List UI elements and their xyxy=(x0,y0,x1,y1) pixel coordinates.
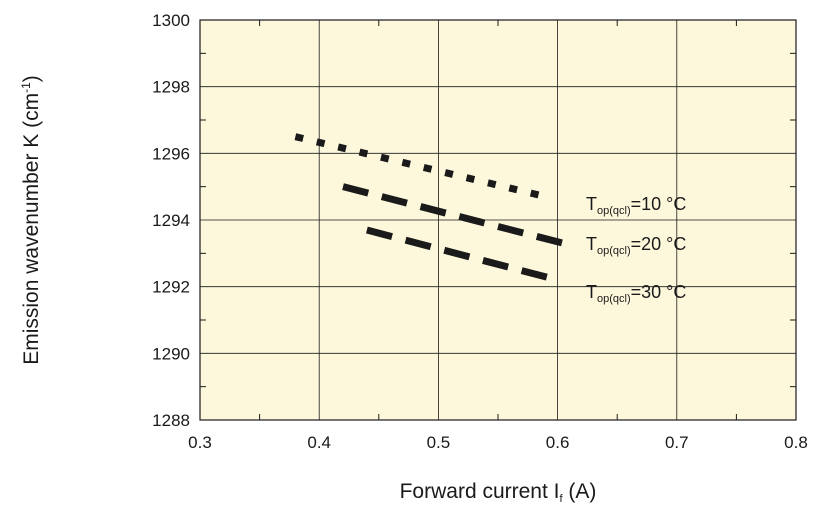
x-tick-label: 0.5 xyxy=(427,433,451,452)
x-tick-label: 0.7 xyxy=(665,433,689,452)
minor-ticks xyxy=(200,20,796,420)
y-axis-title: Emission wavenumber K (cm-1) xyxy=(19,75,43,365)
series-label: Top(qcl)=30 °C xyxy=(586,282,686,305)
x-tick-labels: 0.3 0.4 0.5 0.6 0.7 0.8 xyxy=(188,433,808,452)
x-tick-label: 0.4 xyxy=(307,433,331,452)
grid-lines xyxy=(200,20,796,420)
y-tick-label: 1288 xyxy=(152,411,190,430)
series-label: Top(qcl)=10 °C xyxy=(586,194,686,217)
x-tick-label: 0.8 xyxy=(784,433,808,452)
y-tick-label: 1294 xyxy=(152,211,190,230)
y-tick-label: 1292 xyxy=(152,278,190,297)
y-tick-labels: 1288 1290 1292 1294 1296 1298 1300 xyxy=(152,11,190,430)
series-labels: Top(qcl)=10 °C Top(qcl)=20 °C Top(qcl)=30 … xyxy=(586,194,686,305)
series-label: Top(qcl)=20 °C xyxy=(586,234,686,257)
y-tick-label: 1300 xyxy=(152,11,190,30)
y-tick-label: 1296 xyxy=(152,144,190,163)
x-tick-label: 0.6 xyxy=(546,433,570,452)
x-tick-label: 0.3 xyxy=(188,433,212,452)
y-tick-label: 1290 xyxy=(152,344,190,363)
series-line xyxy=(365,226,559,284)
plot-frame xyxy=(199,19,797,421)
y-tick-label: 1298 xyxy=(152,78,190,97)
x-axis-title: Forward current If (A) xyxy=(400,480,597,505)
series-lines xyxy=(294,133,565,284)
